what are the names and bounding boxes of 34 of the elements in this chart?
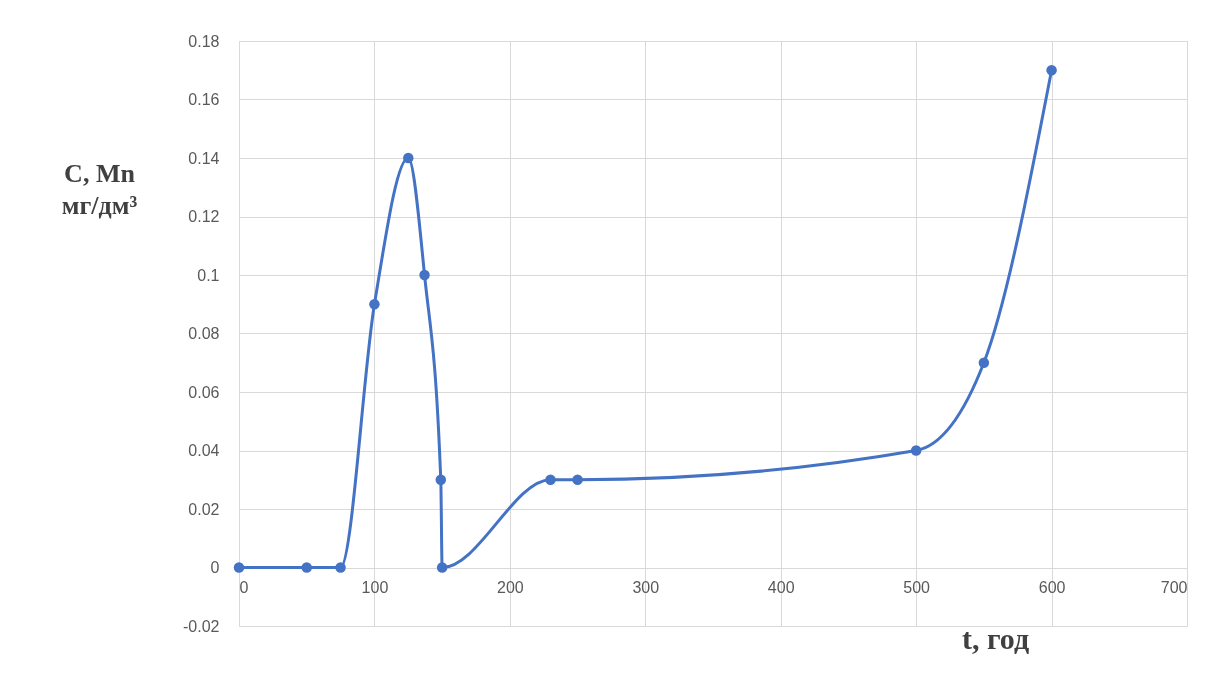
point (335, 562, 346, 573)
x-tick-label: 600 (1038, 579, 1066, 596)
x-tick-label: 700 (1160, 579, 1188, 596)
y-tick-label: 0.08 (188, 325, 220, 342)
x-tick-label: 200 (497, 579, 524, 596)
point (301, 562, 312, 573)
point (403, 152, 414, 164)
point (233, 562, 245, 573)
y-tick-label: 0.18 (188, 32, 220, 50)
y-tick-label: -0.02 (183, 617, 220, 635)
y-tick-label: 0.12 (188, 208, 220, 225)
y-tick-label: 0.1 (197, 266, 220, 284)
point (910, 445, 922, 456)
point (978, 357, 990, 368)
point (436, 562, 448, 573)
point (1046, 65, 1057, 76)
x-tick-label: 400 (767, 579, 795, 596)
x-tick-label: 100 (361, 579, 389, 596)
y-tick-label: 0.06 (188, 383, 220, 401)
point (369, 299, 380, 310)
x-tick-label: 300 (632, 579, 660, 596)
x-tick-label: 500 (903, 579, 931, 596)
x-tick-label: 0 (239, 579, 249, 596)
y-tick-label: 0 (210, 559, 220, 576)
y-tick-label: 0.16 (188, 91, 220, 108)
y-tick-label: 0.04 (188, 442, 220, 459)
point (545, 474, 556, 485)
x-axis-title: t, год (961, 621, 1030, 655)
point (419, 269, 430, 281)
y-tick-label: 0.02 (188, 500, 220, 518)
y-axis-title: C, Mn мг/дм³ (61, 158, 138, 220)
y-tick-label: 0.14 (188, 149, 220, 167)
point (435, 474, 447, 485)
point (572, 474, 583, 485)
